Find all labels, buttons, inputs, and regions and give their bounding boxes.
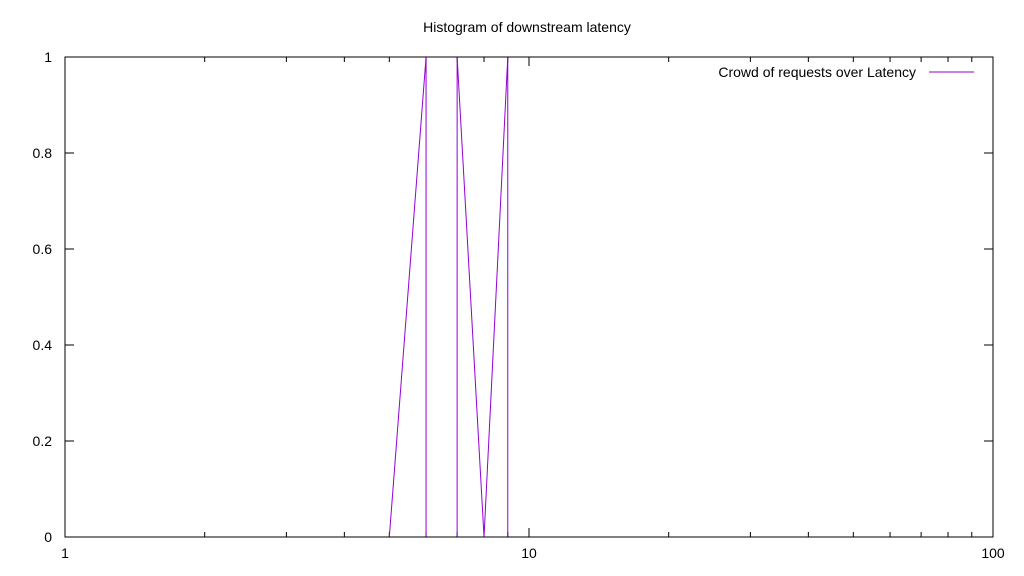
- series-layer: [388, 56, 509, 538]
- y-tick-label: 0.2: [33, 433, 53, 449]
- axis-tick-labels: 0 0.2 0.4 0.6 0.8 1 1 10 100: [33, 49, 1005, 561]
- chart-title: Histogram of downstream latency: [423, 19, 631, 35]
- y-tick-label: 0: [44, 529, 52, 545]
- x-tick-label: 1: [61, 545, 69, 561]
- x-tick-label: 100: [981, 545, 1005, 561]
- y-tick-label: 1: [44, 49, 52, 65]
- y-tick-label: 0.4: [33, 337, 53, 353]
- series-line: [388, 56, 509, 538]
- legend: Crowd of requests over Latency: [718, 64, 974, 80]
- axis-ticks: [64, 56, 994, 538]
- legend-label: Crowd of requests over Latency: [718, 64, 916, 80]
- y-tick-label: 0.6: [33, 241, 53, 257]
- plot-border: [64, 56, 994, 538]
- x-tick-label: 10: [521, 545, 537, 561]
- y-tick-label: 0.8: [33, 145, 53, 161]
